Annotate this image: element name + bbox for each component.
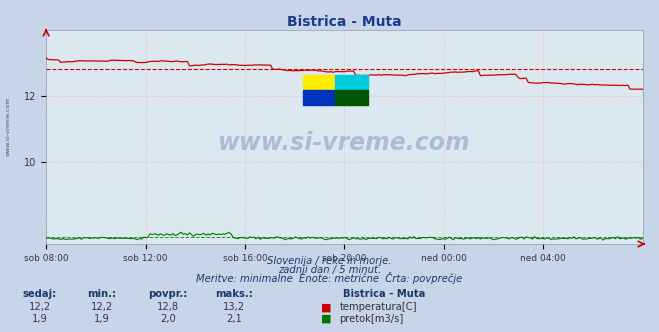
Text: ■: ■ bbox=[321, 302, 331, 312]
FancyBboxPatch shape bbox=[335, 74, 368, 90]
Text: 12,2: 12,2 bbox=[91, 302, 113, 312]
Text: pretok[m3/s]: pretok[m3/s] bbox=[339, 314, 403, 324]
Title: Bistrica - Muta: Bistrica - Muta bbox=[287, 15, 401, 29]
Text: ■: ■ bbox=[321, 314, 331, 324]
Text: 1,9: 1,9 bbox=[94, 314, 110, 324]
Text: Slovenija / reke in morje.: Slovenija / reke in morje. bbox=[268, 256, 391, 266]
Text: min.:: min.: bbox=[88, 289, 117, 299]
Text: 12,2: 12,2 bbox=[28, 302, 51, 312]
Text: www.si-vreme.com: www.si-vreme.com bbox=[5, 96, 11, 156]
Text: zadnji dan / 5 minut.: zadnji dan / 5 minut. bbox=[278, 265, 381, 275]
FancyBboxPatch shape bbox=[302, 90, 335, 105]
FancyBboxPatch shape bbox=[335, 90, 368, 105]
Text: sedaj:: sedaj: bbox=[22, 289, 57, 299]
Text: maks.:: maks.: bbox=[215, 289, 253, 299]
Text: www.si-vreme.com: www.si-vreme.com bbox=[218, 131, 471, 155]
FancyBboxPatch shape bbox=[302, 74, 335, 90]
Text: povpr.:: povpr.: bbox=[148, 289, 188, 299]
Text: temperatura[C]: temperatura[C] bbox=[339, 302, 417, 312]
Text: 2,0: 2,0 bbox=[160, 314, 176, 324]
Text: 12,8: 12,8 bbox=[157, 302, 179, 312]
Text: Bistrica - Muta: Bistrica - Muta bbox=[343, 289, 425, 299]
Text: 13,2: 13,2 bbox=[223, 302, 245, 312]
Text: 1,9: 1,9 bbox=[32, 314, 47, 324]
Text: 2,1: 2,1 bbox=[226, 314, 242, 324]
Text: Meritve: minimalne  Enote: metrične  Črta: povprečje: Meritve: minimalne Enote: metrične Črta:… bbox=[196, 272, 463, 284]
